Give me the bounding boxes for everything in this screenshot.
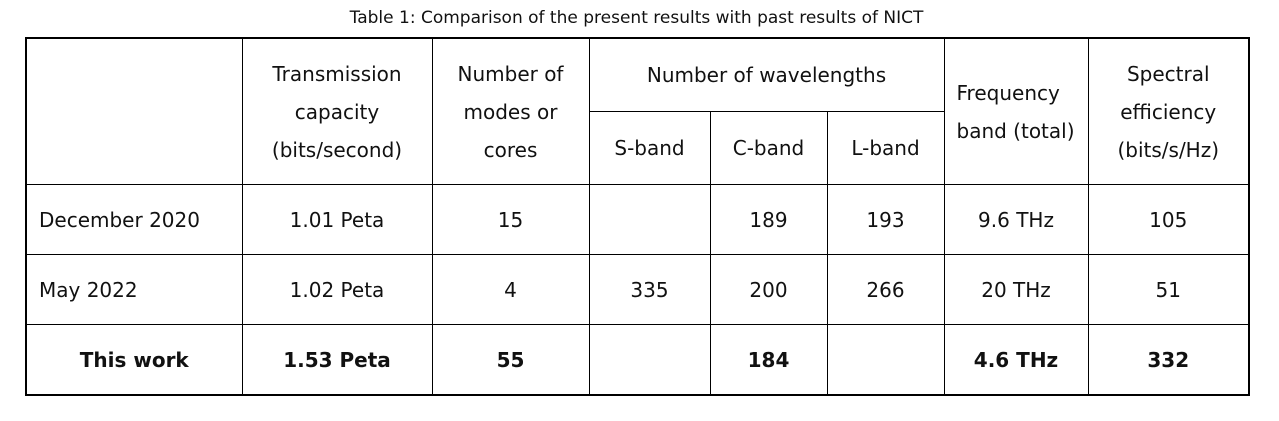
row-label: May 2022: [25, 254, 243, 325]
cell: 4.6 THz: [943, 324, 1089, 396]
cell: 184: [709, 324, 828, 396]
band-header: L-band: [826, 111, 945, 185]
caption: Table 1: Comparison of the present resul…: [349, 8, 924, 28]
cell: 15: [431, 184, 590, 255]
cell: 55: [431, 324, 590, 396]
header-cell: Number of wavelengths: [588, 37, 945, 112]
cell: 1.02 Peta: [241, 254, 433, 325]
table: Transmission capacity (bits/second) Numb…: [25, 37, 1250, 396]
band-header: C-band: [709, 111, 828, 185]
row-label: This work: [25, 324, 243, 396]
corner-cell: [25, 37, 243, 185]
row-label: December 2020: [25, 184, 243, 255]
cell: 193: [826, 184, 945, 255]
cell: 51: [1087, 254, 1250, 325]
cell: 189: [709, 184, 828, 255]
cell: 105: [1087, 184, 1250, 255]
cell: 1.53 Peta: [241, 324, 433, 396]
empty-cell: [588, 324, 711, 396]
cell: 4: [431, 254, 590, 325]
cell: 266: [826, 254, 945, 325]
header-cell: Number of modes or cores: [431, 37, 590, 185]
band-header: S-band: [588, 111, 711, 185]
empty-cell: [588, 184, 711, 255]
cell: 9.6 THz: [943, 184, 1089, 255]
header-cell: Frequency band (total): [943, 37, 1089, 185]
header-cell: Spectral efficiency (bits/s/Hz): [1087, 37, 1250, 185]
cell: 20 THz: [943, 254, 1089, 325]
empty-cell: [826, 324, 945, 396]
cell: 200: [709, 254, 828, 325]
cell: 332: [1087, 324, 1250, 396]
cell: 335: [588, 254, 711, 325]
cell: 1.01 Peta: [241, 184, 433, 255]
header-cell: Transmission capacity (bits/second): [241, 37, 433, 185]
